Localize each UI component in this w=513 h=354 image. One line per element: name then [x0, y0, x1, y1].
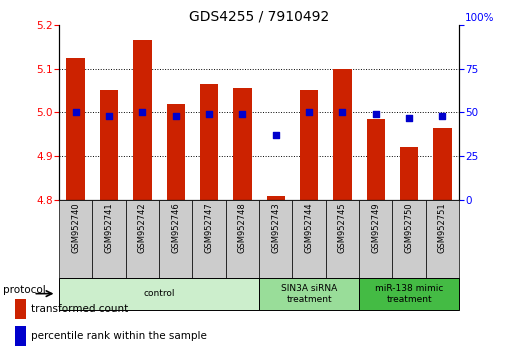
Bar: [300, 91, 318, 200]
Bar: [192, 200, 226, 278]
Point: [238, 111, 246, 117]
Point: [405, 115, 413, 120]
Text: GSM952741: GSM952741: [105, 202, 113, 253]
Point: [305, 110, 313, 115]
Bar: [133, 40, 151, 200]
Text: transformed count: transformed count: [31, 304, 128, 314]
Point: [71, 110, 80, 115]
Text: GSM952745: GSM952745: [338, 202, 347, 253]
Point: [171, 113, 180, 119]
Bar: [15, 299, 26, 319]
Text: GSM952747: GSM952747: [205, 202, 213, 253]
Bar: [259, 278, 359, 310]
Bar: [426, 200, 459, 278]
Bar: [333, 69, 351, 200]
Text: miR-138 mimic
treatment: miR-138 mimic treatment: [375, 284, 443, 303]
Point: [205, 111, 213, 117]
Bar: [126, 200, 159, 278]
Text: GSM952748: GSM952748: [238, 202, 247, 253]
Point: [138, 110, 147, 115]
Bar: [392, 200, 426, 278]
Bar: [359, 278, 459, 310]
Text: GSM952750: GSM952750: [405, 202, 413, 253]
Point: [371, 111, 380, 117]
Bar: [367, 119, 385, 200]
Point: [438, 113, 446, 119]
Bar: [92, 200, 126, 278]
Text: GSM952740: GSM952740: [71, 202, 80, 253]
Bar: [15, 326, 26, 346]
Bar: [359, 200, 392, 278]
Bar: [326, 200, 359, 278]
Bar: [100, 91, 118, 200]
Bar: [159, 200, 192, 278]
Bar: [259, 200, 292, 278]
Bar: [167, 104, 185, 200]
Bar: [400, 147, 418, 200]
Bar: [267, 196, 285, 200]
Bar: [292, 200, 326, 278]
Point: [338, 110, 346, 115]
Bar: [233, 88, 251, 200]
Text: GSM952746: GSM952746: [171, 202, 180, 253]
Bar: [226, 200, 259, 278]
Text: SIN3A siRNA
treatment: SIN3A siRNA treatment: [281, 284, 337, 303]
Bar: [59, 278, 259, 310]
Bar: [433, 128, 451, 200]
Title: GDS4255 / 7910492: GDS4255 / 7910492: [189, 10, 329, 24]
Bar: [59, 200, 92, 278]
Text: percentile rank within the sample: percentile rank within the sample: [31, 331, 207, 341]
Text: GSM952744: GSM952744: [305, 202, 313, 253]
Text: GSM952742: GSM952742: [138, 202, 147, 253]
Text: protocol: protocol: [3, 285, 45, 295]
Bar: [200, 84, 218, 200]
Text: 100%: 100%: [465, 13, 494, 23]
Text: GSM952751: GSM952751: [438, 202, 447, 253]
Text: GSM952749: GSM952749: [371, 202, 380, 253]
Point: [271, 132, 280, 138]
Text: GSM952743: GSM952743: [271, 202, 280, 253]
Bar: [67, 58, 85, 200]
Point: [105, 113, 113, 119]
Text: control: control: [143, 289, 175, 298]
